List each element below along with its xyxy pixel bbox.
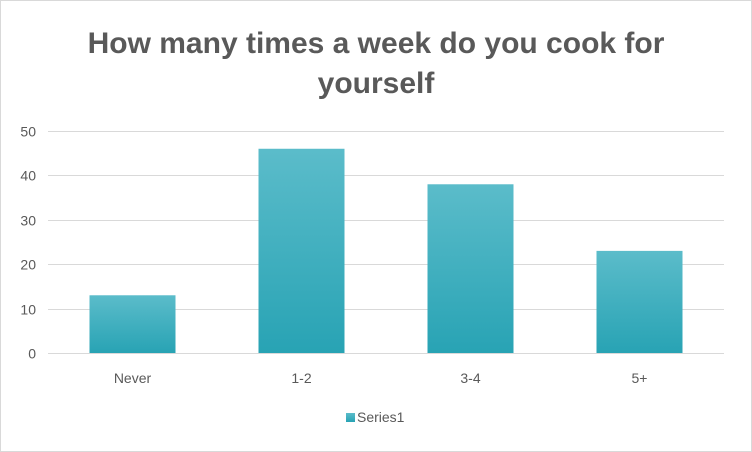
y-tick-label: 50 [20,124,36,140]
legend-label-series1: Series1 [357,409,405,425]
y-tick-label: 0 [28,346,36,362]
y-tick-label: 30 [20,213,36,229]
x-category-label: 1-2 [291,370,311,386]
x-category-label: 3-4 [460,370,480,386]
y-tick-label: 40 [20,168,36,184]
bar-Never [89,295,176,353]
chart-title-line-1: How many times a week do you cook for [87,27,665,60]
bar-1-2 [258,148,345,353]
x-category-label: 5+ [632,370,648,386]
legend: Series1 [346,409,405,425]
y-tick-label: 10 [20,302,36,318]
bar-3-4 [427,184,514,353]
bars [89,148,683,353]
chart-title: How many times a week do you cook for yo… [0,24,752,104]
bar-5+ [596,250,683,353]
x-axis-category-labels: Never 1-2 3-4 5+ [114,370,648,386]
legend-swatch-series1 [346,413,355,422]
chart-title-line-2: yourself [317,67,435,100]
x-category-label: Never [114,370,152,386]
y-axis-tick-labels: 0 10 20 30 40 50 [20,124,36,362]
y-tick-label: 20 [20,257,36,273]
